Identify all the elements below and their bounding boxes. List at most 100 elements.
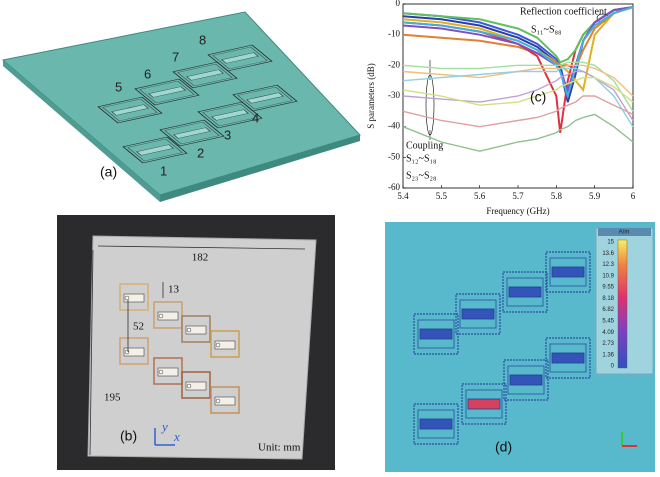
element-outline <box>139 80 195 104</box>
element-outline <box>102 98 158 122</box>
element-outline <box>461 383 507 425</box>
element-outline <box>417 319 455 349</box>
antenna-element <box>97 96 163 124</box>
element-outline <box>465 389 503 419</box>
y-tick-label: 0 <box>396 0 401 8</box>
y-tick-label: -50 <box>388 151 400 161</box>
element-frame <box>153 301 183 329</box>
element-patch <box>185 325 207 335</box>
element-patch <box>123 347 145 357</box>
dim-label: 195 <box>104 392 121 404</box>
element-current <box>551 266 585 278</box>
x-tick-label: 5.4 <box>397 191 409 201</box>
panel-a: 1 2 3 4 5 6 7 8 (a) <box>1 11 361 202</box>
colorbar-label: 5.45 <box>602 318 614 324</box>
y-tick-label: -40 <box>388 121 400 131</box>
element-slot <box>173 127 211 139</box>
annotation: Reflection coefficient <box>520 6 607 17</box>
element-label: 7 <box>172 49 179 64</box>
connector <box>158 369 164 375</box>
element-slot <box>211 109 249 121</box>
unit: Unit: mm <box>258 442 301 454</box>
axes-icon <box>154 428 175 446</box>
element-outline <box>506 277 544 307</box>
x-tick-label: 5.8 <box>551 191 563 201</box>
element-outline <box>134 78 200 106</box>
colorbar-label: 12.3 <box>602 262 614 268</box>
series-line <box>402 76 634 106</box>
dim-label: 13 <box>168 284 180 296</box>
element-frame <box>119 283 149 311</box>
x-axis-title: Frequency (GHz) <box>486 206 549 216</box>
element-frame <box>153 357 183 385</box>
element-outline <box>459 299 497 329</box>
series-line <box>402 95 634 128</box>
x-tick-label: 5.7 <box>512 191 524 201</box>
element-current <box>461 308 495 320</box>
element-outline <box>177 63 233 87</box>
element-outline <box>503 359 549 401</box>
y-tick-label: -10 <box>388 29 400 39</box>
dim-line <box>89 249 94 456</box>
element-patch <box>123 293 145 303</box>
element-label: 5 <box>115 79 122 94</box>
panel-d: A/m 15 13.6 12.3 10.9 9.55 8.18 6.82 5.45 4.09 2.… <box>385 222 655 472</box>
colorbar-label: 6.82 <box>602 307 614 313</box>
element-frame <box>210 330 240 358</box>
element-label: 2 <box>197 145 204 160</box>
element-slot <box>186 69 224 81</box>
element-outline <box>545 251 591 293</box>
colorbar-label: 4.09 <box>602 330 614 336</box>
element-current <box>419 418 453 430</box>
element-label: 4 <box>252 110 259 125</box>
element-outline <box>164 121 220 145</box>
axis-label: x <box>173 429 180 444</box>
series-line <box>402 113 634 152</box>
dim-label: 182 <box>192 252 209 264</box>
annotation: S₁₁~S₈₈ <box>531 24 562 35</box>
element-slot <box>148 86 186 98</box>
element-slot <box>246 92 284 104</box>
annotation: S₂₃~S₂₈ <box>406 170 437 181</box>
colorbar-label: 8.18 <box>602 296 614 302</box>
element-outline <box>207 44 273 72</box>
caption: (b) <box>120 428 137 444</box>
element-slot <box>221 52 259 64</box>
panel-c: Frequency (GHz) S parameters (dB) 0 -10 -2… <box>366 0 636 216</box>
element-label: 1 <box>160 163 167 178</box>
element-outline <box>507 365 545 395</box>
element-outline <box>97 96 163 124</box>
element-outline <box>549 257 587 287</box>
element-outline <box>417 409 455 439</box>
element-current <box>467 398 501 410</box>
element-frame <box>210 386 240 414</box>
element-patch <box>214 340 236 350</box>
board-edge <box>160 135 360 202</box>
element-slot <box>136 144 174 156</box>
element-outline <box>159 119 225 147</box>
annotation: Coupling <box>406 140 443 151</box>
element-outline <box>232 84 298 112</box>
antenna-element <box>159 119 225 147</box>
caption: (a) <box>100 164 117 180</box>
element-outline <box>237 86 293 110</box>
antenna-element <box>207 44 273 72</box>
dim-label: 52 <box>133 321 144 333</box>
y-tick-label: -20 <box>388 59 400 69</box>
connector <box>186 327 192 333</box>
colorbar-label: 13.6 <box>602 251 614 257</box>
x-tick-label: 5.5 <box>436 191 448 201</box>
element-current <box>508 286 542 298</box>
annotation: S₁₂~S₁₈ <box>406 153 437 164</box>
element-frame <box>181 315 211 343</box>
x-tick-label: 5.9 <box>589 191 601 201</box>
element-current <box>419 328 453 340</box>
annotation: (c) <box>530 89 546 105</box>
element-label: 6 <box>144 66 151 81</box>
connector <box>186 383 192 389</box>
board-edge <box>3 60 160 202</box>
board <box>1 11 361 196</box>
plate <box>87 235 317 460</box>
dim-line <box>97 245 306 250</box>
element-outline <box>455 293 501 335</box>
